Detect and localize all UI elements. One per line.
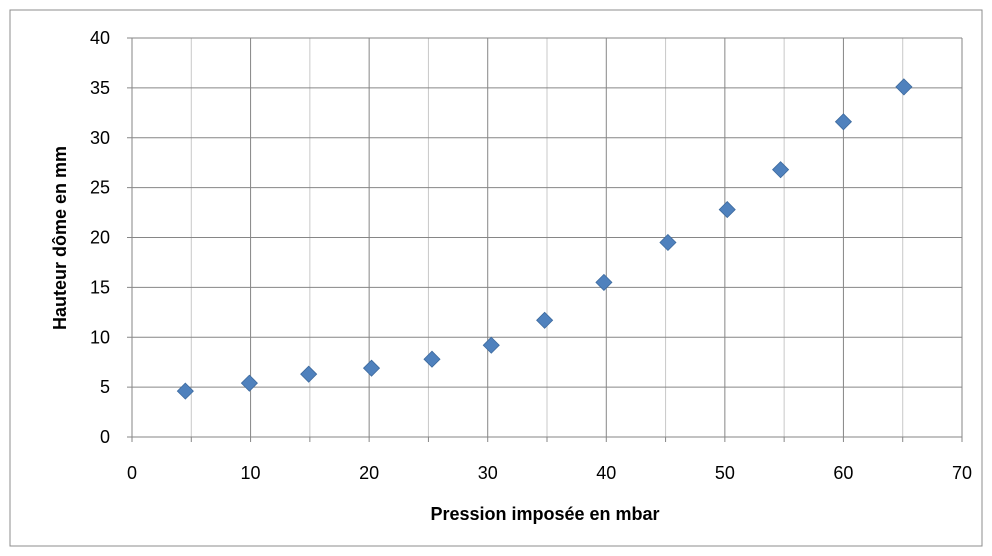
data-point	[176, 382, 194, 400]
axes: 0 10 20 30 40 50 60 70 0 5 10 15 20 25 30 35 40	[90, 28, 972, 483]
y-tick-label: 10	[90, 327, 110, 347]
data-point	[482, 336, 500, 354]
x-tick-label: 50	[715, 463, 735, 483]
data-point	[834, 113, 852, 131]
data-point	[895, 78, 913, 96]
chart-border	[9, 9, 983, 547]
y-tick-label: 15	[90, 277, 110, 297]
grid	[132, 37, 963, 437]
data-points	[176, 78, 913, 400]
y-axis-title: Hauteur dôme en mm	[50, 146, 70, 330]
x-tick-label: 20	[359, 463, 379, 483]
y-tick-label: 40	[90, 28, 110, 48]
data-point	[718, 201, 736, 219]
x-tick-label: 40	[596, 463, 616, 483]
x-tick-label: 60	[833, 463, 853, 483]
data-point	[300, 365, 318, 383]
x-axis-title: Pression imposée en mbar	[430, 504, 659, 524]
y-tick-label: 25	[90, 178, 110, 198]
x-tick-label: 30	[478, 463, 498, 483]
x-tick-label: 70	[952, 463, 972, 483]
data-point	[595, 273, 613, 291]
y-tick-label: 0	[100, 427, 110, 447]
x-tick-label: 10	[241, 463, 261, 483]
y-tick-label: 20	[90, 228, 110, 248]
data-point	[362, 359, 381, 377]
y-tick-label: 35	[90, 78, 110, 98]
data-point	[772, 161, 790, 179]
y-tick-label: 30	[90, 128, 110, 148]
data-point	[240, 374, 258, 392]
data-point	[659, 233, 677, 252]
y-tick-label: 5	[100, 377, 110, 397]
x-tick-label: 0	[127, 463, 137, 483]
data-point	[423, 350, 441, 368]
data-point	[536, 311, 554, 329]
